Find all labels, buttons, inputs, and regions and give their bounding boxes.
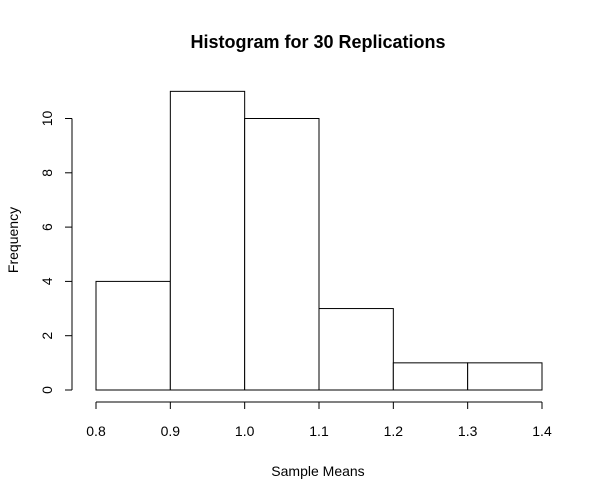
x-tick-label-4: 1.2 bbox=[384, 423, 404, 439]
y-tick-label-3: 6 bbox=[39, 223, 55, 231]
histogram-bar-3 bbox=[318, 308, 394, 391]
y-tick-label-4: 8 bbox=[39, 169, 55, 177]
histogram-bar-4 bbox=[392, 362, 469, 391]
bars-group bbox=[95, 90, 543, 391]
x-tick-label-6: 1.4 bbox=[532, 423, 552, 439]
chart-title: Histogram for 30 Replications bbox=[190, 32, 445, 52]
x-tick-label-5: 1.3 bbox=[458, 423, 478, 439]
histogram-bar-5 bbox=[467, 362, 543, 391]
histogram-bar-0 bbox=[95, 280, 171, 391]
histogram-bar-1 bbox=[169, 90, 246, 391]
y-tick-label-0: 0 bbox=[39, 386, 55, 394]
x-tick-label-0: 0.8 bbox=[86, 423, 106, 439]
x-tick-label-3: 1.1 bbox=[309, 423, 329, 439]
histogram-bar-2 bbox=[244, 118, 320, 391]
y-axis-label: Frequency bbox=[5, 207, 21, 273]
x-tick-label-2: 1.0 bbox=[235, 423, 255, 439]
y-axis: 0 2 4 6 8 10 bbox=[39, 111, 73, 394]
y-tick-label-2: 4 bbox=[39, 277, 55, 285]
x-tick-label-1: 0.9 bbox=[161, 423, 181, 439]
x-axis: 0.8 0.9 1.0 1.1 1.2 1.3 1.4 bbox=[86, 401, 552, 439]
y-tick-label-5: 10 bbox=[39, 111, 55, 127]
y-tick-label-1: 2 bbox=[39, 332, 55, 340]
x-axis-label: Sample Means bbox=[271, 463, 364, 479]
